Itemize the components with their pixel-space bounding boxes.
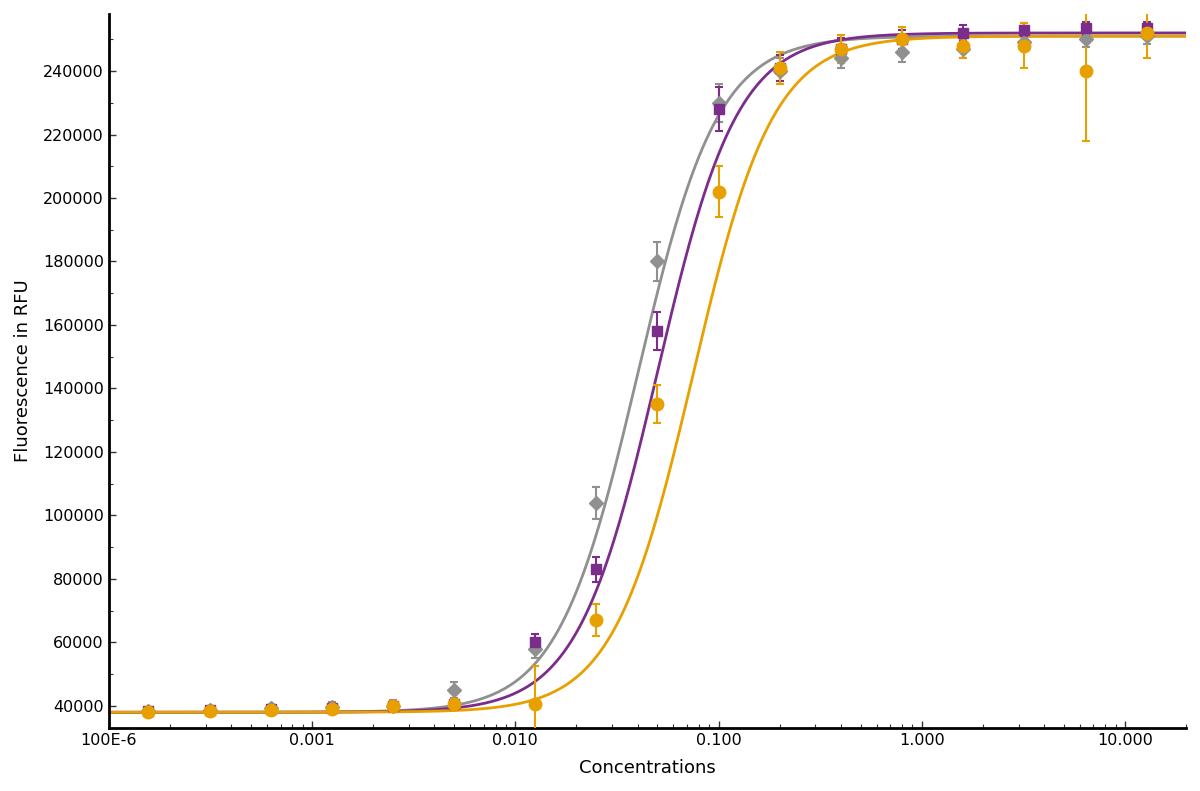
X-axis label: Concentrations: Concentrations — [580, 759, 716, 777]
Y-axis label: Fluorescence in RFU: Fluorescence in RFU — [14, 280, 32, 463]
